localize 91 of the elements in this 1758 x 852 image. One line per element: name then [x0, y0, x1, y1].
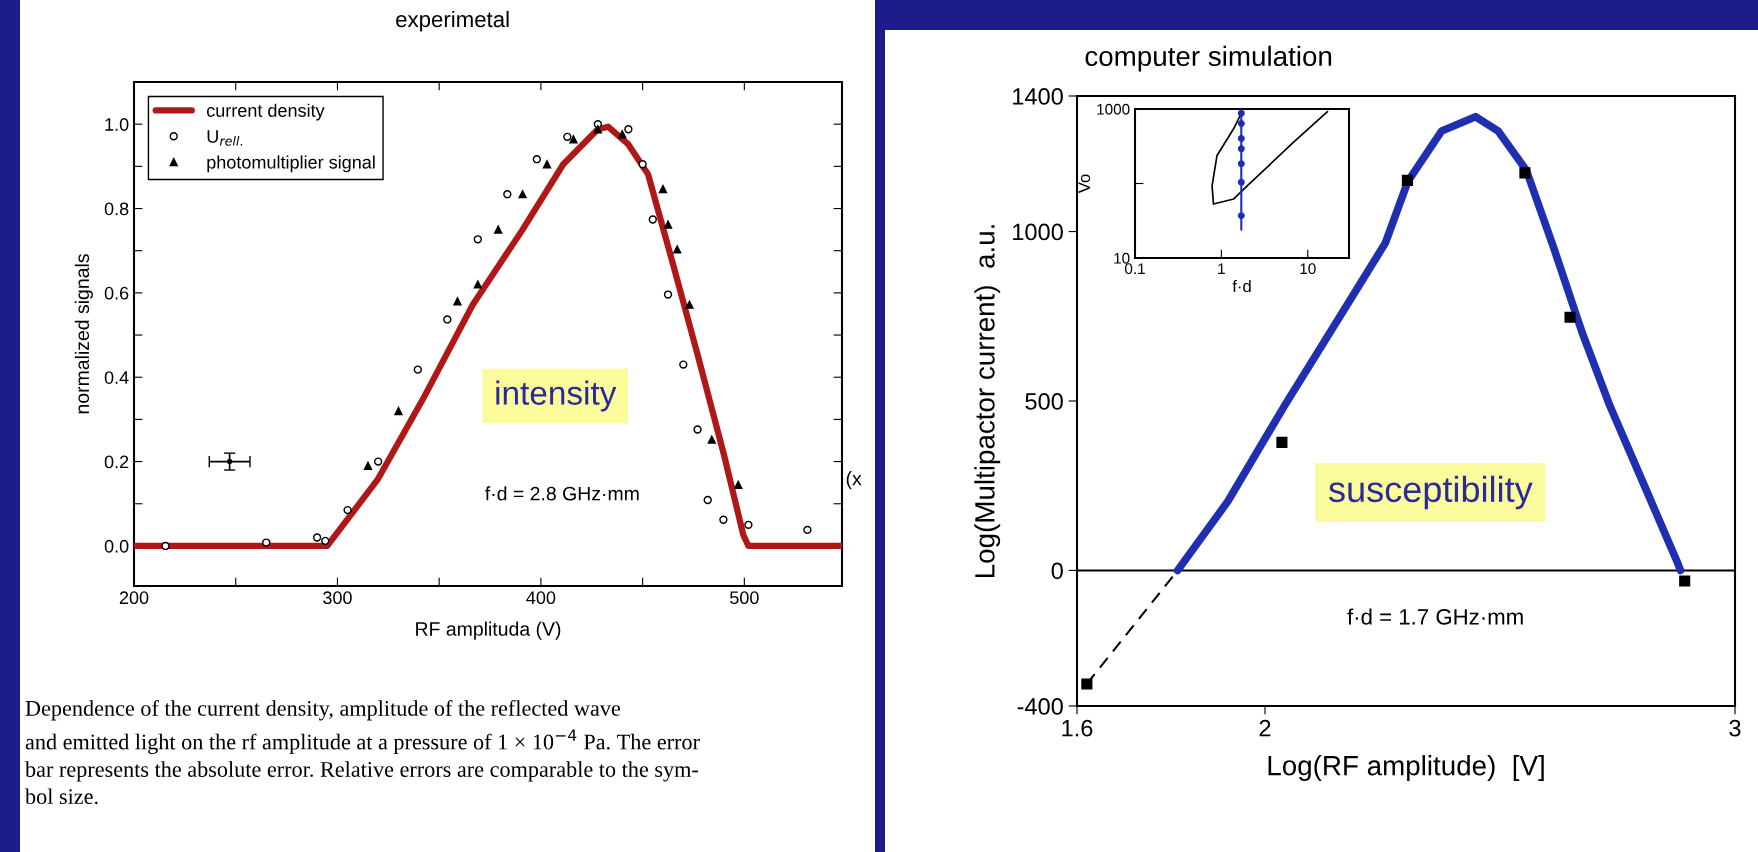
x-tick-label: 10: [1300, 263, 1316, 275]
x-tick-label: 2: [1259, 719, 1271, 737]
x-tick-label: 3: [1729, 719, 1741, 737]
text: Dependence of the current density, amplitude of the reflected wave and emitted light on the rf amplitude at a pressure of 1 × 10$^{−4}$ Pa. The error bar represents the absolute error. Relative errors are comparable to the sym- bol size.: [25, 700, 700, 805]
point: [1564, 311, 1576, 323]
point: [563, 132, 572, 141]
point: [373, 457, 383, 466]
point: [719, 515, 728, 524]
x-tick-label: 300: [323, 591, 352, 605]
point: [363, 461, 373, 470]
y-tick-label: 1.0: [105, 118, 129, 131]
point: [1401, 174, 1413, 186]
annotation: f·d = 2.8 GHz·mm: [485, 486, 639, 501]
point: [663, 290, 673, 299]
point: [1237, 178, 1245, 186]
point: [1237, 135, 1245, 143]
y-tick-label: 1000: [1097, 103, 1130, 115]
point: [1679, 575, 1691, 587]
point: [226, 458, 233, 465]
x-tick-label: 400: [526, 591, 556, 605]
point: [593, 125, 603, 134]
point: [618, 130, 627, 139]
x-axis-title: RF amplituda (V): [416, 621, 561, 640]
point: [703, 495, 712, 505]
annotation: susceptibility: [1329, 475, 1533, 510]
point: [1237, 212, 1245, 220]
point: [1237, 160, 1245, 168]
point: [394, 406, 403, 416]
x-tick-label: 0.1: [1124, 263, 1145, 275]
text: (x: [846, 471, 862, 490]
point: [1081, 678, 1093, 690]
x-axis-title: Log(RF amplitude) [V]: [1268, 755, 1544, 781]
point: [624, 125, 633, 134]
chart-title: experimetal: [396, 10, 509, 32]
point: [413, 365, 422, 374]
point: [453, 297, 462, 306]
point: [638, 160, 647, 169]
point: [663, 220, 673, 229]
y-tick-label: 500: [1025, 393, 1063, 410]
x-tick-label: 1.6: [1062, 719, 1093, 737]
legend-label: photomultiplier signal: [207, 155, 375, 173]
legend-label: U$_{rell.}$: [207, 130, 243, 146]
point: [532, 155, 541, 164]
y-axis-title: normalized signals: [74, 254, 93, 414]
point: [1237, 119, 1245, 127]
point: [569, 135, 578, 144]
point: [321, 536, 330, 546]
annotation: intensity: [496, 380, 617, 412]
point: [1519, 167, 1531, 179]
point: [685, 300, 694, 309]
point: [473, 235, 482, 244]
point: [343, 505, 352, 515]
y-tick-label: 0.8: [104, 202, 129, 216]
point: [707, 435, 716, 444]
point: [744, 520, 753, 530]
x-tick-label: 1: [1218, 263, 1225, 274]
y-tick-label: 0.4: [104, 371, 129, 384]
point: [443, 315, 452, 324]
point: [494, 225, 503, 234]
point: [262, 538, 271, 547]
point: [658, 184, 668, 194]
point: [503, 190, 512, 199]
y-tick-label: 1400: [1013, 88, 1063, 105]
point: [312, 533, 322, 542]
point: [1237, 145, 1245, 153]
y-tick-label: 0: [1051, 562, 1063, 580]
point: [803, 525, 812, 535]
point: [1276, 436, 1288, 448]
y-axis-title: Log(Multipactor current) a.u.: [974, 225, 1001, 578]
legend-label: current density: [206, 103, 325, 121]
point: [673, 245, 682, 254]
y-tick-label: 0.6: [104, 286, 129, 300]
y-axis-title: Vo: [1078, 174, 1091, 194]
point: [693, 425, 702, 434]
y-tick-label: 0.0: [104, 539, 129, 553]
point: [1237, 109, 1245, 117]
point: [473, 280, 482, 289]
annotation: f·d = 1.7 GHz·mm: [1347, 608, 1523, 625]
chart-title: computer simulation: [1085, 45, 1332, 72]
y-tick-label: 1000: [1013, 223, 1063, 241]
y-tick-label: -400: [1017, 698, 1063, 715]
x-tick-label: 500: [730, 591, 759, 605]
point: [679, 360, 688, 369]
x-tick-label: 200: [119, 591, 149, 605]
point: [734, 480, 743, 489]
y-tick-label: 0.2: [104, 455, 129, 469]
point: [161, 541, 170, 551]
x-axis-title: f·d: [1232, 279, 1251, 293]
point: [542, 160, 552, 169]
point: [648, 215, 657, 224]
point: [518, 190, 527, 199]
